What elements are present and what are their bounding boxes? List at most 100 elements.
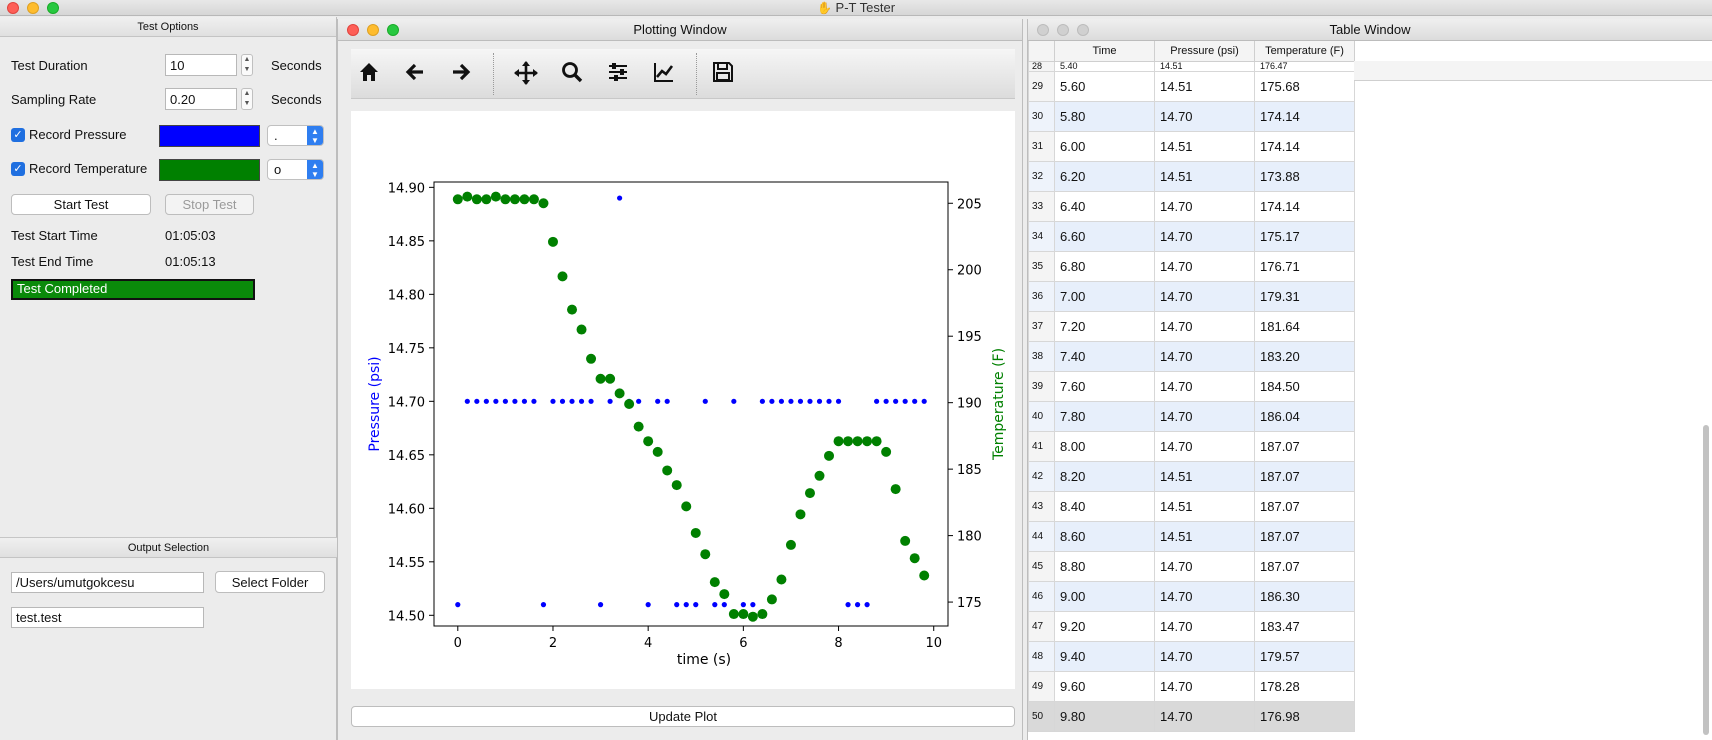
row-index[interactable]: 42 (1028, 460, 1055, 492)
table-row[interactable]: 36 7.00 14.70 179.31 (1028, 280, 1355, 312)
row-index[interactable]: 33 (1028, 190, 1055, 222)
table-cell[interactable]: 14.70 (1154, 550, 1255, 582)
table-cell[interactable]: 14.51 (1154, 160, 1255, 192)
table-cell[interactable]: 176.71 (1254, 250, 1355, 282)
temperature-marker-select[interactable]: o ▲ ▼ (267, 159, 324, 180)
select-folder-button[interactable]: Select Folder (215, 571, 325, 593)
table-cell[interactable]: 8.80 (1054, 550, 1155, 582)
table-cell[interactable]: 14.70 (1154, 640, 1255, 672)
table-cell[interactable]: 14.51 (1154, 520, 1255, 552)
table-cell[interactable]: 14.70 (1154, 700, 1255, 732)
table-cell[interactable]: 6.00 (1054, 130, 1155, 162)
table-row[interactable]: 34 6.60 14.70 175.17 (1028, 220, 1355, 252)
table-cell[interactable]: 14.70 (1154, 100, 1255, 132)
table-cell[interactable]: 8.60 (1054, 520, 1155, 552)
table-row[interactable]: 48 9.40 14.70 179.57 (1028, 640, 1355, 672)
table-cell[interactable]: 14.70 (1154, 280, 1255, 312)
table-cell[interactable]: 184.50 (1254, 370, 1355, 402)
table-cell[interactable]: 174.14 (1254, 130, 1355, 162)
table-cell[interactable]: 14.70 (1154, 340, 1255, 372)
table-cell[interactable]: 181.64 (1254, 310, 1355, 342)
table-cell[interactable]: 9.00 (1054, 580, 1155, 612)
table-cell[interactable]: 187.07 (1254, 550, 1355, 582)
table-cell[interactable]: 186.30 (1254, 580, 1355, 612)
row-index[interactable]: 34 (1028, 220, 1055, 252)
table-row[interactable]: 49 9.60 14.70 178.28 (1028, 670, 1355, 702)
save-icon[interactable] (709, 60, 737, 88)
update-plot-button[interactable]: Update Plot (351, 706, 1015, 727)
table-cell[interactable]: 175.17 (1254, 220, 1355, 252)
table-cell[interactable]: 175.68 (1254, 70, 1355, 102)
table-cell[interactable]: 14.70 (1154, 370, 1255, 402)
row-index[interactable]: 44 (1028, 520, 1055, 552)
table-row[interactable]: 38 7.40 14.70 183.20 (1028, 340, 1355, 372)
table-cell[interactable]: 14.51 (1154, 60, 1255, 72)
table-cell[interactable]: 5.60 (1054, 70, 1155, 102)
table-cell[interactable]: 8.20 (1054, 460, 1155, 492)
row-index[interactable]: 35 (1028, 250, 1055, 282)
table-cell[interactable]: 14.70 (1154, 190, 1255, 222)
row-index[interactable]: 50 (1028, 700, 1055, 732)
zoom-icon[interactable] (558, 60, 586, 88)
table-cell[interactable]: 183.47 (1254, 610, 1355, 642)
zoom-window-icon[interactable] (1077, 24, 1089, 36)
row-index[interactable]: 39 (1028, 370, 1055, 402)
row-index[interactable]: 31 (1028, 130, 1055, 162)
row-index[interactable]: 43 (1028, 490, 1055, 522)
sampling-input[interactable] (165, 88, 237, 110)
table-row[interactable]: 41 8.00 14.70 187.07 (1028, 430, 1355, 462)
table-row[interactable]: 31 6.00 14.51 174.14 (1028, 130, 1355, 162)
table-row[interactable]: 29 5.60 14.51 175.68 (1028, 70, 1355, 102)
table-cell[interactable]: 179.57 (1254, 640, 1355, 672)
table-row[interactable]: 35 6.80 14.70 176.71 (1028, 250, 1355, 282)
table-row[interactable]: 44 8.60 14.51 187.07 (1028, 520, 1355, 552)
table-cell[interactable]: 187.07 (1254, 490, 1355, 522)
row-index[interactable]: 28 (1028, 60, 1055, 72)
table-cell[interactable]: 176.47 (1254, 60, 1355, 72)
table-cell[interactable]: 14.70 (1154, 610, 1255, 642)
start-test-button[interactable]: Start Test (11, 194, 151, 215)
table-cell[interactable]: 186.04 (1254, 400, 1355, 432)
table-row[interactable]: 33 6.40 14.70 174.14 (1028, 190, 1355, 222)
data-table[interactable]: Time Pressure (psi) Temperature (F) 28 5.… (1028, 41, 1355, 732)
table-row[interactable]: 47 9.20 14.70 183.47 (1028, 610, 1355, 642)
close-icon[interactable] (1037, 24, 1049, 36)
table-cell[interactable]: 14.70 (1154, 670, 1255, 702)
table-cell[interactable]: 174.14 (1254, 190, 1355, 222)
configure-subplots-icon[interactable] (604, 60, 632, 88)
table-row[interactable]: 32 6.20 14.51 173.88 (1028, 160, 1355, 192)
record-temperature-checkbox[interactable]: ✓ (11, 162, 25, 176)
close-icon[interactable] (347, 24, 359, 36)
duration-stepper[interactable]: ▲ ▼ (241, 54, 253, 76)
row-index[interactable]: 47 (1028, 610, 1055, 642)
table-cell[interactable]: 14.70 (1154, 310, 1255, 342)
table-row[interactable]: 39 7.60 14.70 184.50 (1028, 370, 1355, 402)
close-icon[interactable] (7, 2, 19, 14)
table-cell[interactable]: 178.28 (1254, 670, 1355, 702)
row-index[interactable]: 38 (1028, 340, 1055, 372)
table-cell[interactable]: 5.80 (1054, 100, 1155, 132)
table-cell[interactable]: 14.51 (1154, 490, 1255, 522)
column-header-pressure[interactable]: Pressure (psi) (1154, 41, 1255, 62)
table-row[interactable]: 45 8.80 14.70 187.07 (1028, 550, 1355, 582)
table-cell[interactable]: 9.60 (1054, 670, 1155, 702)
row-index[interactable]: 40 (1028, 400, 1055, 432)
row-index[interactable]: 45 (1028, 550, 1055, 582)
column-header-temperature[interactable]: Temperature (F) (1254, 41, 1355, 62)
table-cell[interactable]: 7.20 (1054, 310, 1155, 342)
table-row[interactable]: 42 8.20 14.51 187.07 (1028, 460, 1355, 492)
row-index[interactable]: 46 (1028, 580, 1055, 612)
table-cell[interactable]: 9.80 (1054, 700, 1155, 732)
home-icon[interactable] (355, 60, 383, 88)
table-cell[interactable]: 14.70 (1154, 250, 1255, 282)
pressure-temperature-chart[interactable]: 14.50 14.55 14.60 14.65 14.70 14.75 14.80 14.85… (351, 111, 1015, 689)
table-cell[interactable]: 14.70 (1154, 400, 1255, 432)
table-cell[interactable]: 6.40 (1054, 190, 1155, 222)
column-header-time[interactable]: Time (1054, 41, 1155, 62)
duration-input[interactable] (165, 54, 237, 76)
row-index[interactable]: 30 (1028, 100, 1055, 132)
record-pressure-checkbox[interactable]: ✓ (11, 128, 25, 142)
sampling-stepper[interactable]: ▲ ▼ (241, 88, 253, 110)
table-cell[interactable]: 8.00 (1054, 430, 1155, 462)
table-cell[interactable]: 14.70 (1154, 430, 1255, 462)
